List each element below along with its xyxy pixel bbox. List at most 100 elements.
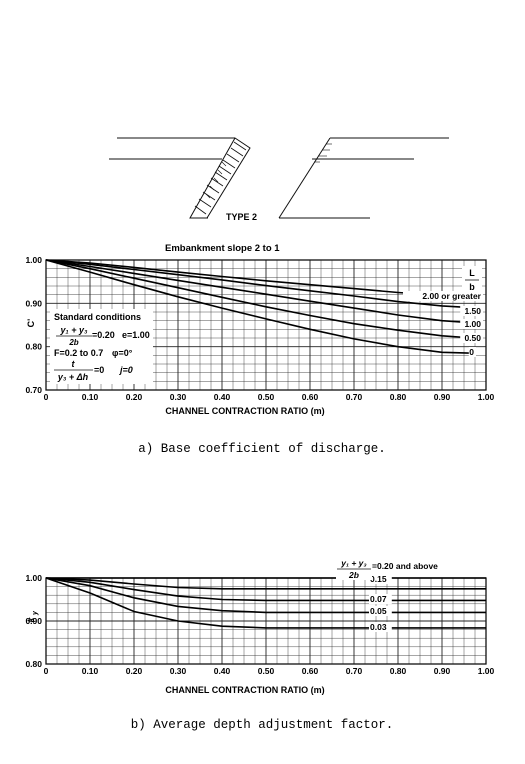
x-tick-label: 0.40 [214, 666, 231, 676]
x-tick-label: 0 [44, 666, 49, 676]
series-label-bg [369, 606, 392, 616]
type-label: TYPE 2 [226, 212, 257, 222]
x-tick-label: 0.80 [390, 392, 407, 402]
svg-text:b: b [469, 282, 475, 292]
svg-text:=0.20: =0.20 [92, 330, 115, 340]
svg-text:k: k [26, 617, 36, 623]
chart-b-xlabel: CHANNEL CONTRACTION RATIO (m) [165, 685, 324, 695]
series-label-bg [369, 574, 392, 584]
series-line [45, 577, 486, 590]
svg-text:=0: =0 [94, 365, 104, 375]
x-tick-label: 0.60 [302, 666, 319, 676]
caption-a: a) Base coefficient of discharge. [138, 442, 386, 456]
series-label-bg [460, 306, 483, 316]
x-tick-label: 0.60 [302, 392, 319, 402]
series-label: 0 [469, 347, 474, 357]
caption-b: b) Average depth adjustment factor. [131, 718, 394, 732]
x-tick-label: 0.50 [258, 666, 275, 676]
svg-text:y₁ + y₃: y₁ + y₃ [60, 325, 88, 335]
x-tick-label: 1.00 [478, 392, 495, 402]
series-label-bg [460, 319, 483, 329]
series-label-bg [468, 347, 476, 357]
series-label: =0.20 and above [372, 561, 438, 571]
chart-b: 0 0.10 0.20 0.30 0.40 0.50 0.60 0.70 0.80 0.90 1.0… [25, 561, 494, 676]
svg-text:e=1.00: e=1.00 [122, 330, 150, 340]
svg-text:2b: 2b [68, 338, 78, 347]
y-tick-label: 0.80 [25, 342, 42, 352]
series-line [45, 577, 486, 602]
left-slope-hatching [205, 161, 227, 199]
y-tick-label: 0.70 [25, 385, 42, 395]
chart-a-xlabel: CHANNEL CONTRACTION RATIO (m) [165, 406, 324, 416]
series-label-bg [369, 622, 392, 632]
x-tick-label: 0.20 [126, 392, 143, 402]
chart-b-ylabel: k y [26, 610, 39, 623]
svg-text:t: t [72, 359, 76, 369]
svg-text:y₁ + y₃: y₁ + y₃ [340, 558, 366, 568]
chart-a-series-labels: 2.00 or greater 1.50 1.00 0.50 0 [403, 291, 483, 357]
svg-text:L: L [469, 268, 475, 278]
chart-b-series [45, 577, 486, 629]
x-tick-label: 0.90 [434, 666, 451, 676]
series-line [45, 577, 486, 629]
svg-text:φ=0°: φ=0° [112, 348, 133, 358]
series-label-bg [369, 594, 392, 604]
x-tick-label: 0.20 [126, 666, 143, 676]
series-label: 0.07 [370, 594, 387, 604]
series-label: 0.50 [464, 333, 481, 343]
series-line [45, 259, 473, 354]
plot-frame [45, 259, 487, 391]
series-line [45, 259, 473, 339]
abutment-diagram [109, 137, 449, 219]
chart-b-grid [45, 577, 487, 665]
svg-text:F=0.2 to 0.7: F=0.2 to 0.7 [54, 348, 103, 358]
series-label: 0.15 [370, 574, 387, 584]
x-tick-label: 0.30 [170, 392, 187, 402]
chart-b-legend-title: y₁ + y₃ 2b [336, 556, 372, 580]
x-tick-label: 0 [44, 392, 49, 402]
y-tick-label: 0.90 [25, 616, 42, 626]
y-tick-label: 1.00 [25, 255, 42, 265]
y-tick-label: 0.90 [25, 298, 42, 308]
chart-a-legend-title: L b [462, 266, 482, 292]
series-line [45, 259, 473, 324]
series-label: 2.00 or greater [422, 291, 481, 301]
series-label-bg [460, 333, 483, 343]
series-label: 1.50 [464, 306, 481, 316]
x-tick-label: 0.10 [82, 666, 99, 676]
chart-b-y-ticks: 0.80 0.90 1.00 [25, 573, 42, 669]
chart-a-x-ticks: 0 0.10 0.20 0.30 0.40 0.50 0.60 0.70 0.80 0.90 1.0… [44, 392, 495, 402]
x-tick-label: 0.70 [346, 392, 363, 402]
series-label: 1.00 [464, 319, 481, 329]
right-slope-hatching [314, 143, 332, 163]
abutment-hatching [194, 141, 247, 215]
x-tick-label: 0.80 [390, 666, 407, 676]
svg-text:2b: 2b [348, 570, 359, 580]
left-abutment-face [189, 137, 251, 219]
standard-conditions-heading: Standard conditions [54, 312, 141, 322]
chart-b-series-labels: =0.20 and above 0.15 0.07 0.05 0.03 [369, 561, 438, 632]
x-tick-label: 1.00 [478, 666, 495, 676]
x-tick-label: 0.10 [82, 392, 99, 402]
x-tick-label: 0.70 [346, 666, 363, 676]
y-tick-label: 1.00 [25, 573, 42, 583]
series-line [45, 577, 486, 614]
x-tick-label: 0.30 [170, 666, 187, 676]
series-label: 0.03 [370, 622, 387, 632]
chart-a-y-ticks: 0.70 0.80 0.90 1.00 [25, 255, 42, 395]
svg-text:y: y [32, 610, 39, 616]
standard-conditions-box: Standard conditions y₁ + y₃ 2b =0.20 e=1… [50, 309, 153, 384]
chart-a-ylabel: C' [26, 319, 36, 328]
y-tick-label: 0.80 [25, 659, 42, 669]
x-tick-label: 0.90 [434, 392, 451, 402]
svg-text:y₃ + Δh: y₃ + Δh [57, 372, 89, 382]
series-label: 0.05 [370, 606, 387, 616]
series-line [45, 259, 473, 309]
x-tick-label: 0.40 [214, 392, 231, 402]
chart-b-x-ticks: 0 0.10 0.20 0.30 0.40 0.50 0.60 0.70 0.80 0.90 1.0… [44, 666, 495, 676]
chart-a-title: Embankment slope 2 to 1 [165, 243, 280, 254]
x-tick-label: 0.50 [258, 392, 275, 402]
svg-text:j=0: j=0 [119, 365, 133, 375]
series-label-bg [403, 291, 483, 301]
